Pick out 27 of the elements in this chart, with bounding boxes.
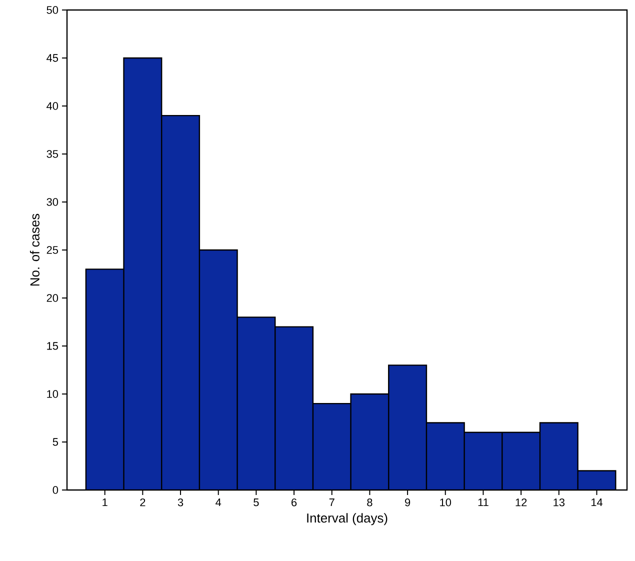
- y-tick-label: 40: [46, 102, 58, 110]
- x-tick-label: 10: [440, 498, 452, 506]
- y-axis-title: No. of cases: [30, 214, 40, 286]
- x-tick-label: 7: [329, 498, 334, 506]
- x-tick-label: 14: [591, 498, 603, 506]
- x-tick-label: 9: [405, 498, 410, 506]
- x-tick-label: 4: [216, 498, 222, 506]
- y-tick-label: 5: [52, 438, 58, 446]
- x-tick-label: 3: [178, 498, 184, 506]
- y-tick-label: 10: [47, 390, 58, 398]
- x-tick-label: 11: [478, 498, 488, 506]
- y-tick-label: 35: [46, 150, 58, 158]
- x-tick-label: 1: [102, 498, 108, 506]
- y-tick-label: 0: [52, 486, 58, 494]
- x-tick-label: 6: [292, 498, 297, 506]
- x-tick-label: 12: [516, 498, 527, 506]
- x-tick-label: 2: [140, 498, 146, 506]
- y-tick-label: 25: [46, 246, 58, 254]
- y-tick-label: 45: [46, 54, 58, 62]
- y-tick-label: 50: [46, 6, 58, 14]
- x-tick-label: 5: [254, 498, 259, 506]
- x-tick-label: 8: [367, 498, 372, 506]
- y-tick-label: 20: [46, 294, 58, 302]
- y-tick-label: 15: [47, 342, 58, 350]
- y-tick-label: 30: [46, 198, 58, 206]
- x-tick-label: 13: [554, 498, 565, 506]
- x-axis-title: Interval (days): [307, 513, 388, 526]
